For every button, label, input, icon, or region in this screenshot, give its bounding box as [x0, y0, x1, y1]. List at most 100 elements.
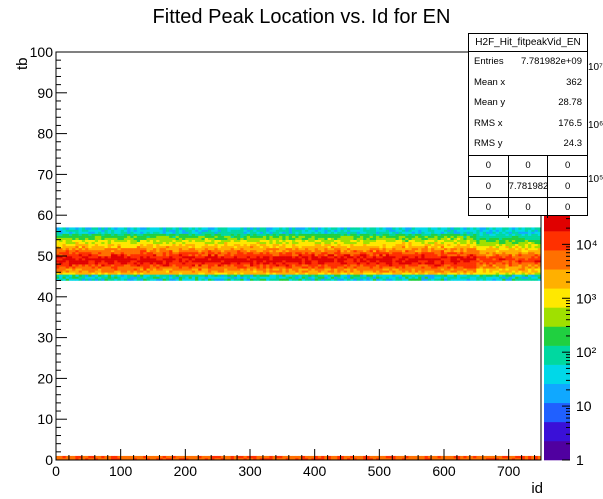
heatmap-cell: [421, 254, 425, 256]
heatmap-cell: [457, 276, 461, 278]
heatmap-cell: [92, 238, 96, 240]
heatmap-cell: [376, 238, 380, 240]
heatmap-cell: [344, 244, 348, 246]
heatmap-cell: [231, 240, 235, 242]
heatmap-cell: [460, 274, 464, 276]
heatmap-cell: [447, 250, 451, 252]
heatmap-cell: [79, 240, 83, 242]
heatmap-cell: [392, 240, 396, 242]
heatmap-cell: [101, 229, 105, 231]
heatmap-cell: [114, 250, 118, 252]
heatmap-cell: [282, 456, 286, 458]
heatmap-cell: [402, 234, 406, 236]
heatmap-cell: [253, 274, 257, 276]
heatmap-cell: [450, 246, 454, 248]
heatmap-cell: [434, 274, 438, 276]
heatmap-cell: [231, 258, 235, 260]
heatmap-cell: [315, 262, 319, 264]
heatmap-cell: [499, 270, 503, 272]
heatmap-cell: [227, 258, 231, 260]
heatmap-cell: [473, 236, 477, 238]
heatmap-cell: [256, 254, 260, 256]
heatmap-cell: [392, 268, 396, 270]
heatmap-cell: [311, 256, 315, 258]
heatmap-cell: [72, 276, 76, 278]
heatmap-cell: [512, 262, 516, 264]
heatmap-cell: [218, 236, 222, 238]
heatmap-cell: [276, 236, 280, 238]
heatmap-cell: [460, 258, 464, 260]
heatmap-cell: [311, 227, 315, 229]
heatmap-cell: [72, 262, 76, 264]
heatmap-cell: [438, 240, 442, 242]
heatmap-cell: [98, 262, 102, 264]
heatmap-cell: [473, 274, 477, 276]
heatmap-cell: [334, 276, 338, 278]
heatmap-cell: [370, 274, 374, 276]
heatmap-cell: [269, 266, 273, 268]
heatmap-cell: [383, 248, 387, 250]
heatmap-cell: [431, 227, 435, 229]
heatmap-cell: [515, 456, 519, 458]
heatmap-cell: [350, 248, 354, 250]
heatmap-cell: [69, 246, 73, 248]
heatmap-cell: [399, 456, 403, 458]
heatmap-cell: [153, 250, 157, 252]
heatmap-cell: [114, 236, 118, 238]
heatmap-cell: [476, 272, 480, 274]
heatmap-cell: [308, 227, 312, 229]
heatmap-cell: [286, 276, 290, 278]
heatmap-cell: [399, 227, 403, 229]
heatmap-cell: [305, 242, 309, 244]
heatmap-cell: [431, 229, 435, 231]
heatmap-cell: [124, 272, 128, 274]
heatmap-cell: [124, 262, 128, 264]
heatmap-cell: [205, 274, 209, 276]
heatmap-cell: [434, 276, 438, 278]
heatmap-cell: [518, 236, 522, 238]
heatmap-cell: [137, 256, 141, 258]
heatmap-cell: [344, 238, 348, 240]
heatmap-cell: [318, 250, 322, 252]
heatmap-cell: [450, 227, 454, 229]
heatmap-cell: [256, 242, 260, 244]
heatmap-cell: [169, 256, 173, 258]
heatmap-cell: [221, 270, 225, 272]
heatmap-cell: [425, 268, 429, 270]
heatmap-cell: [130, 227, 134, 229]
heatmap-cell: [153, 244, 157, 246]
heatmap-cell: [147, 236, 151, 238]
heatmap-cell: [363, 252, 367, 254]
heatmap-cell: [292, 262, 296, 264]
heatmap-cell: [114, 252, 118, 254]
heatmap-cell: [108, 248, 112, 250]
heatmap-cell: [392, 274, 396, 276]
heatmap-cell: [396, 236, 400, 238]
heatmap-cell: [370, 262, 374, 264]
heatmap-cell: [269, 268, 273, 270]
heatmap-cell: [273, 268, 277, 270]
heatmap-cell: [69, 276, 73, 278]
heatmap-cell: [260, 272, 264, 274]
heatmap-cell: [447, 276, 451, 278]
heatmap-cell: [247, 254, 251, 256]
heatmap-cell: [499, 236, 503, 238]
heatmap-cell: [72, 248, 76, 250]
heatmap-cell: [438, 270, 442, 272]
heatmap-cell: [189, 266, 193, 268]
heatmap-cell: [88, 244, 92, 246]
heatmap-cell: [531, 268, 535, 270]
heatmap-cell: [515, 254, 519, 256]
heatmap-cell: [522, 248, 526, 250]
heatmap-cell: [92, 250, 96, 252]
heatmap-cell: [221, 268, 225, 270]
heatmap-cell: [470, 234, 474, 236]
heatmap-cell: [247, 236, 251, 238]
heatmap-cell: [470, 252, 474, 254]
heatmap-cell: [195, 266, 199, 268]
heatmap-cell: [59, 268, 63, 270]
heatmap-cell: [318, 272, 322, 274]
heatmap-cell: [357, 254, 361, 256]
heatmap-cell: [350, 262, 354, 264]
heatmap-cell: [286, 232, 290, 234]
